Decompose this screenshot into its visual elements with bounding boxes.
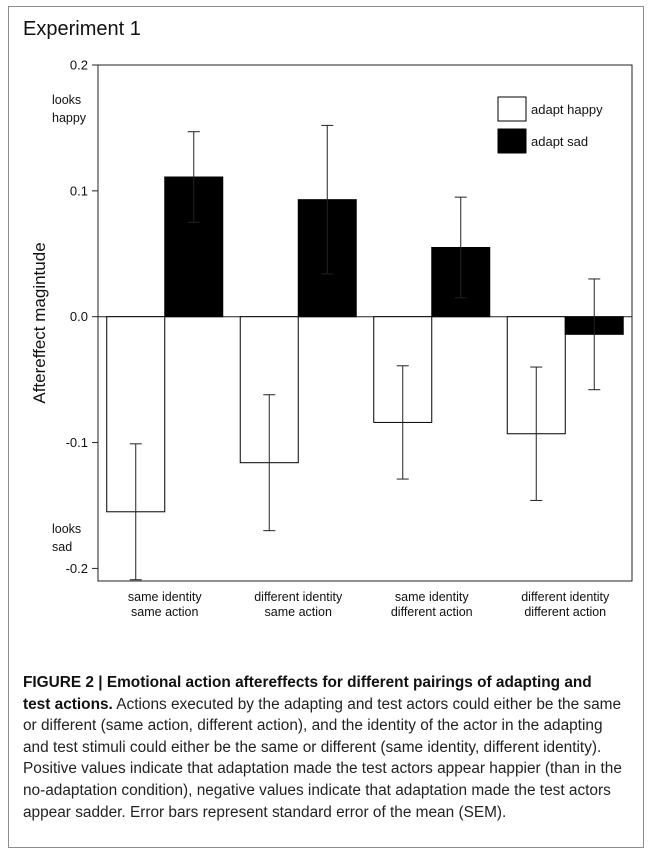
caption-title: FIGURE 2 | Emotional action aftereffects… — [23, 674, 592, 713]
y-annotation-looks-sad: looks — [52, 522, 81, 536]
y-tick-label: 0.1 — [70, 183, 88, 198]
x-tick-label: different identity — [254, 590, 343, 604]
x-tick-label: same action — [131, 605, 198, 619]
y-annotation-looks-sad: sad — [52, 540, 72, 554]
y-tick-label: -0.2 — [66, 561, 88, 576]
caption-body: Actions executed by the adapting and tes… — [23, 695, 622, 821]
plot-frame — [97, 64, 633, 582]
panel-title: Experiment 1 — [23, 18, 141, 40]
x-tick-label: different identity — [521, 590, 610, 604]
y-tick-label: 0.2 — [70, 58, 88, 73]
figure-caption: FIGURE 2 | Emotional action aftereffects… — [23, 672, 623, 823]
legend-swatch-adapt-happy — [497, 96, 527, 122]
y-annotation-looks-happy: looks — [52, 93, 81, 107]
x-tick-label: different action — [524, 605, 606, 619]
x-tick-label: same action — [265, 605, 332, 619]
y-tick-label: -0.1 — [66, 435, 88, 450]
y-axis-label: Aftereffect magintude — [30, 242, 49, 403]
x-tick-label: different action — [391, 605, 473, 619]
legend-swatch-adapt-sad — [497, 128, 527, 154]
y-tick-label: 0.0 — [70, 309, 88, 324]
y-annotation-looks-happy: happy — [52, 111, 87, 125]
legend-label: adapt sad — [531, 134, 588, 149]
bar-chart: 0.2 0.1 0.0 -0.1 -0.2 looks happy looks sad After… — [30, 58, 633, 619]
x-tick-label: same identity — [128, 590, 202, 604]
x-tick-label: same identity — [395, 590, 469, 604]
legend-label: adapt happy — [531, 102, 603, 117]
